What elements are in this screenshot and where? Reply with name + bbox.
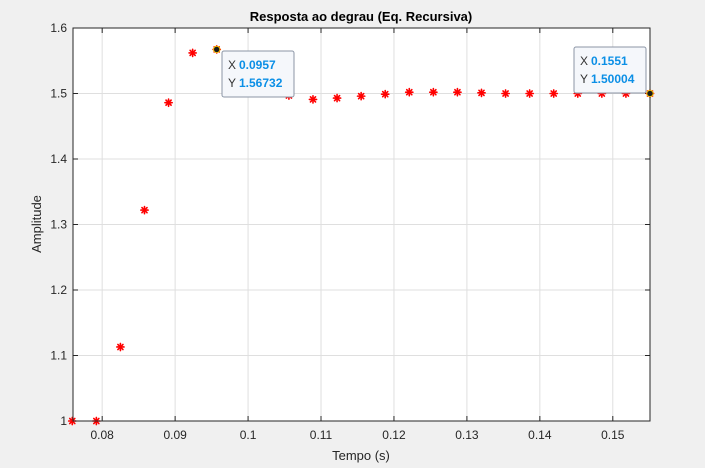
data-point	[140, 205, 149, 215]
data-point	[188, 48, 198, 58]
data-point	[332, 93, 342, 103]
data-point	[380, 89, 390, 99]
data-point	[164, 98, 173, 108]
x-axis-label: Tempo (s)	[332, 448, 390, 463]
x-tick-label: 0.09	[163, 428, 187, 442]
data-tip-x-label: X	[228, 58, 236, 72]
y-tick-label: 1.1	[50, 349, 67, 363]
data-point	[428, 87, 438, 97]
data-tip-y-value: 1.56732	[239, 76, 283, 90]
data-point	[116, 342, 125, 352]
chart-title: Resposta ao degrau (Eq. Recursiva)	[250, 9, 473, 24]
y-axis-label: Amplitude	[29, 195, 44, 253]
y-tick-label: 1.3	[50, 218, 67, 232]
data-point	[453, 87, 462, 97]
x-tick-label: 0.1	[240, 428, 257, 442]
plot-frame	[72, 27, 651, 422]
data-point	[549, 89, 559, 98]
data-tip-box	[573, 46, 647, 94]
y-tick-labels: 1 1.1 1.2 1.3 1.4 1.5 1.6	[50, 21, 67, 428]
data-tip-box	[221, 50, 295, 98]
y-tick-label: 1	[60, 414, 67, 428]
data-point	[525, 89, 535, 98]
data-point	[404, 87, 414, 97]
data-tip-x-value: 0.1551	[591, 54, 628, 68]
x-tick-labels: 0.08 0.09 0.1 0.11 0.12 0.13 0.14 0.15	[90, 428, 624, 442]
data-tip-y-label: Y	[228, 76, 236, 90]
x-tick-label: 0.13	[455, 428, 479, 442]
y-tick-label: 1.6	[50, 21, 67, 35]
x-tick-label: 0.15	[601, 428, 625, 442]
x-tick-label: 0.14	[528, 428, 552, 442]
data-tip-y-value: 1.50004	[591, 72, 635, 86]
y-tick-label: 1.5	[50, 87, 67, 101]
data-point	[477, 88, 486, 98]
data-point	[308, 94, 318, 104]
data-tip-marker	[646, 89, 654, 98]
data-point	[356, 91, 366, 101]
data-tip-y-label: Y	[580, 72, 588, 86]
grid	[73, 27, 650, 422]
data-point	[501, 89, 510, 98]
y-tick-label: 1.4	[50, 152, 67, 166]
x-tick-label: 0.11	[310, 428, 333, 442]
data-tip-x-label: X	[580, 54, 588, 68]
x-tick-label: 0.12	[382, 428, 406, 442]
data-tip-x-value: 0.0957	[239, 58, 276, 72]
data-tip-marker	[213, 45, 221, 54]
y-tick-label: 1.2	[50, 283, 67, 297]
data-point	[67, 416, 77, 426]
x-tick-label: 0.08	[90, 428, 114, 442]
